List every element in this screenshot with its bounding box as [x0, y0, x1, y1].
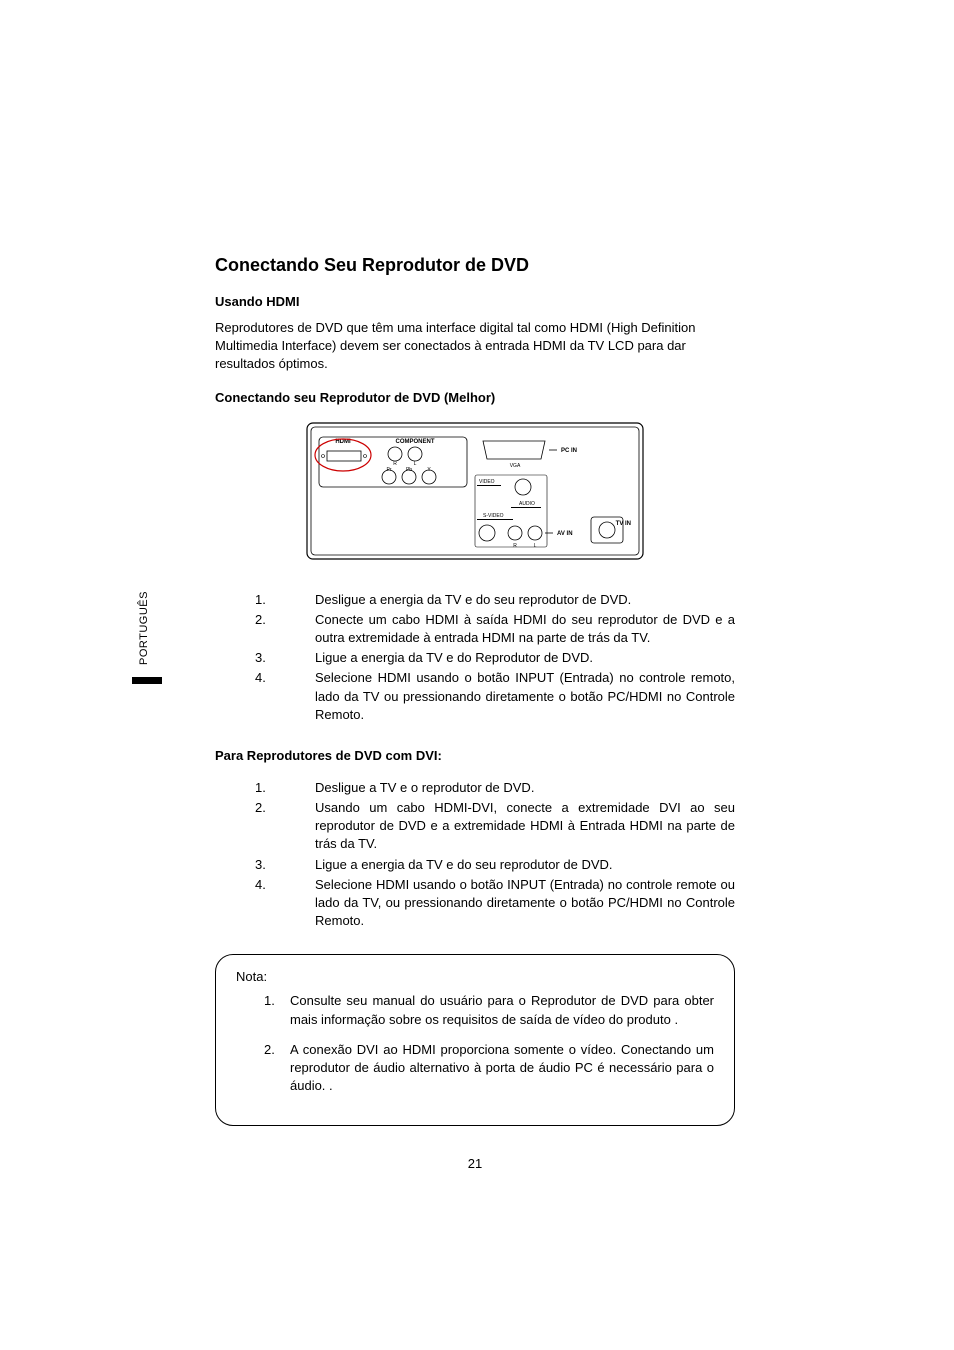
list-item: 4.Selecione HDMI usando o botão INPUT (E… — [255, 669, 735, 724]
svg-text:VIDEO: VIDEO — [479, 479, 495, 485]
svg-text:L: L — [414, 461, 417, 467]
item-text: Desligue a TV e o reprodutor de DVD. — [315, 779, 735, 797]
item-number: 2. — [255, 611, 315, 647]
svg-text:COMPONENT: COMPONENT — [396, 439, 435, 445]
item-number: 1. — [255, 779, 315, 797]
svg-text:Pr: Pr — [387, 467, 392, 473]
note-box: Nota: 1.Consulte seu manual do usuário p… — [215, 954, 735, 1126]
svg-text:AV IN: AV IN — [557, 531, 573, 537]
svg-text:TV IN: TV IN — [616, 521, 631, 527]
item-text: Selecione HDMI usando o botão INPUT (Ent… — [315, 669, 735, 724]
page-title: Conectando Seu Reprodutor de DVD — [215, 255, 735, 276]
svg-text:PC IN: PC IN — [561, 448, 577, 454]
note-label: Nota: — [236, 969, 714, 984]
language-side-tab: PORTUGUÊS — [138, 585, 154, 685]
steps-list-dvi: 1.Desligue a TV e o reprodutor de DVD.2.… — [255, 779, 735, 931]
language-label: PORTUGUÊS — [138, 591, 150, 665]
list-item: 3.Ligue a energia da TV e do Reprodutor … — [255, 649, 735, 667]
steps-list-hdmi: 1.Desligue a energia da TV e do seu repr… — [255, 591, 735, 724]
svg-text:Pb: Pb — [406, 467, 412, 473]
list-item: 1.Desligue a TV e o reprodutor de DVD. — [255, 779, 735, 797]
notes-list: 1.Consulte seu manual do usuário para o … — [264, 992, 714, 1095]
item-number: 1. — [264, 992, 290, 1028]
item-text: Usando um cabo HDMI-DVI, conecte a extre… — [315, 799, 735, 854]
section-heading-dvi: Para Reprodutores de DVD com DVI: — [215, 748, 735, 763]
list-item: 3.Ligue a energia da TV e do seu reprodu… — [255, 856, 735, 874]
item-text: Desligue a energia da TV e do seu reprod… — [315, 591, 735, 609]
list-item: 1.Consulte seu manual do usuário para o … — [264, 992, 714, 1028]
list-item: 2.Conecte um cabo HDMI à saída HDMI do s… — [255, 611, 735, 647]
svg-text:AUDIO: AUDIO — [519, 501, 535, 507]
item-text: A conexão DVI ao HDMI proporciona soment… — [290, 1041, 714, 1096]
svg-text:R: R — [393, 461, 397, 467]
item-number: 2. — [255, 799, 315, 854]
item-number: 4. — [255, 669, 315, 724]
item-number: 4. — [255, 876, 315, 931]
section-heading-best: Conectando seu Reprodutor de DVD (Melhor… — [215, 390, 735, 405]
item-number: 1. — [255, 591, 315, 609]
item-number: 3. — [255, 856, 315, 874]
item-text: Ligue a energia da TV e do Reprodutor de… — [315, 649, 735, 667]
item-number: 3. — [255, 649, 315, 667]
list-item: 2.Usando um cabo HDMI-DVI, conecte a ext… — [255, 799, 735, 854]
item-text: Selecione HDMI usando o botão INPUT (Ent… — [315, 876, 735, 931]
item-text: Ligue a energia da TV e do seu reproduto… — [315, 856, 735, 874]
document-page: Conectando Seu Reprodutor de DVD Usando … — [215, 255, 735, 1171]
connector-diagram: HDMI COMPONENT R L Pr Pb Y PC IN VGA — [215, 421, 735, 561]
list-item: 1.Desligue a energia da TV e do seu repr… — [255, 591, 735, 609]
intro-paragraph: Reprodutores de DVD que têm uma interfac… — [215, 319, 735, 374]
list-item: 4.Selecione HDMI usando o botão INPUT (E… — [255, 876, 735, 931]
svg-text:VGA: VGA — [510, 463, 521, 469]
tv-ports-diagram: HDMI COMPONENT R L Pr Pb Y PC IN VGA — [305, 421, 645, 561]
language-bar — [132, 677, 162, 684]
item-text: Conecte um cabo HDMI à saída HDMI do seu… — [315, 611, 735, 647]
svg-text:L: L — [534, 543, 537, 549]
page-number: 21 — [215, 1156, 735, 1171]
subheading-hdmi: Usando HDMI — [215, 294, 735, 309]
item-number: 2. — [264, 1041, 290, 1096]
item-text: Consulte seu manual do usuário para o Re… — [290, 992, 714, 1028]
svg-text:R: R — [513, 543, 517, 549]
svg-text:S-VIDEO: S-VIDEO — [483, 513, 504, 519]
list-item: 2.A conexão DVI ao HDMI proporciona some… — [264, 1041, 714, 1096]
